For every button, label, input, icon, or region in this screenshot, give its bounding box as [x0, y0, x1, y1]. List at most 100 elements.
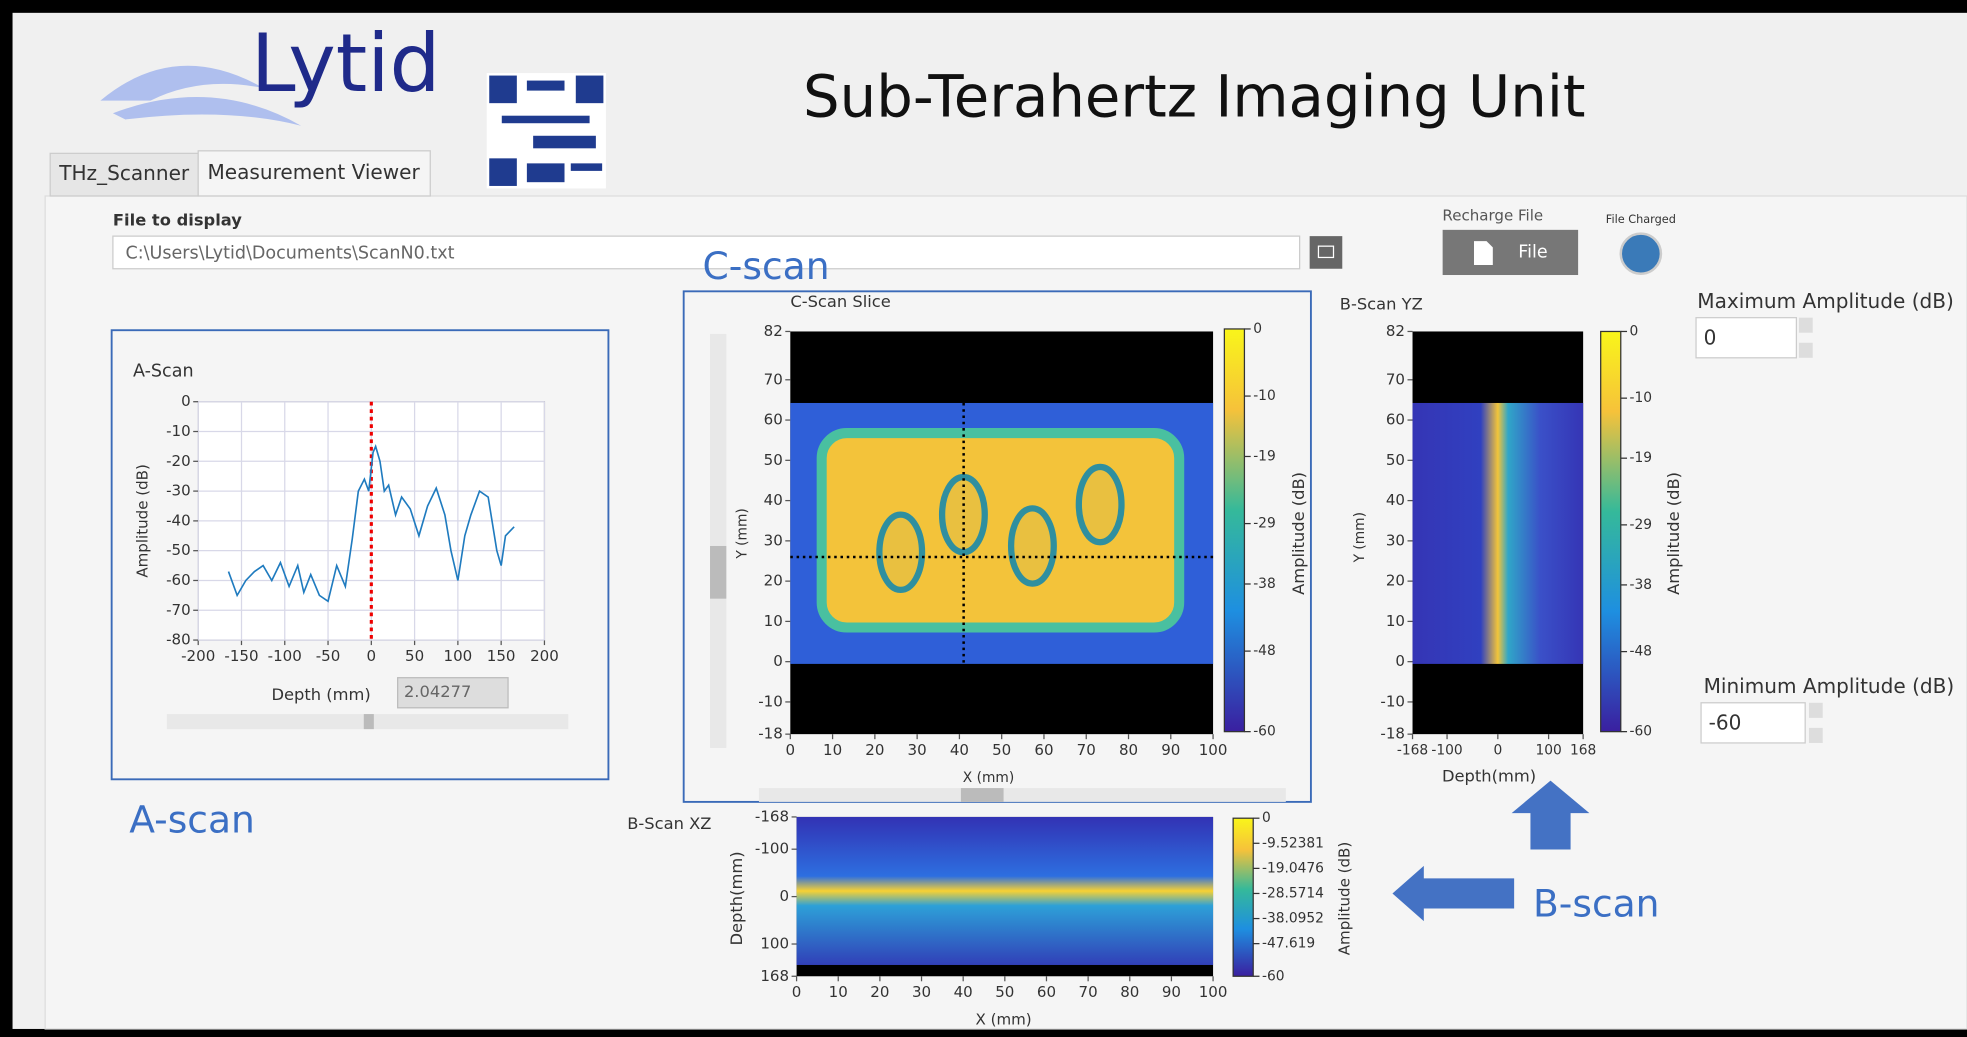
x-tick-label: 30	[908, 741, 927, 759]
colorbar-label: Amplitude (dB)	[1664, 472, 1683, 595]
y-tick-label: -40	[166, 511, 191, 529]
colorbar-tick-label: -19.0476	[1262, 860, 1324, 876]
x-tick-label: -100	[1431, 742, 1462, 758]
x-tick-label: -50	[316, 647, 341, 665]
colorbar-tick-label: -29	[1630, 517, 1653, 533]
colorbar-tick-label: -47.619	[1262, 936, 1315, 952]
qr-code	[487, 73, 606, 188]
y-tick-label: 0	[1395, 652, 1405, 670]
y-tick-label: 20	[764, 572, 783, 590]
colorbar-tick-label: 0	[1262, 810, 1271, 826]
min-amplitude-value[interactable]: -60	[1709, 711, 1742, 735]
y-tick-label: 10	[1386, 612, 1405, 630]
y-tick-label: 82	[1386, 322, 1405, 340]
x-tick-label: 90	[1162, 983, 1181, 1001]
x-tick-label: 90	[1161, 741, 1180, 759]
tab-label[interactable]: Measurement Viewer	[207, 160, 420, 184]
x-tick-label: 200	[530, 647, 559, 665]
x-axis-label: X (mm)	[963, 770, 1014, 786]
colorbar-tick-label: -60	[1253, 724, 1276, 740]
y-axis-label: Y (mm)	[1352, 512, 1368, 563]
x-axis-label: Depth(mm)	[1442, 766, 1536, 785]
x-tick-label: 0	[367, 647, 377, 665]
heatmap-feature	[879, 515, 922, 590]
browse-button[interactable]	[1310, 236, 1343, 269]
logo: Lytid	[251, 16, 441, 110]
chart-title: B-Scan XZ	[627, 814, 711, 833]
tab-label[interactable]: THz_Scanner	[58, 161, 190, 185]
colorbar-label: Amplitude (dB)	[1335, 842, 1353, 956]
y-tick-label: -50	[166, 541, 191, 559]
colorbar-tick-label: -19	[1253, 448, 1276, 464]
x-tick-label: 10	[823, 741, 842, 759]
recharge-button[interactable]	[1443, 230, 1578, 275]
y-tick-label: -20	[166, 452, 191, 470]
y-axis-label: Amplitude (dB)	[134, 464, 152, 578]
x-tick-label: 80	[1120, 983, 1139, 1001]
x-tick-label: 168	[1570, 742, 1596, 758]
x-tick-label: 0	[792, 983, 802, 1001]
x-tick-label: 80	[1119, 741, 1138, 759]
cursor-readout: 2.04277	[404, 682, 471, 701]
y-tick-label: 0	[773, 652, 783, 670]
spin-down[interactable]	[1799, 343, 1813, 358]
y-tick-label: 10	[764, 612, 783, 630]
spin-down[interactable]	[1809, 728, 1823, 743]
y-tick-label: -10	[1380, 692, 1405, 710]
spin-up[interactable]	[1799, 318, 1813, 333]
file-path: C:\Users\Lytid\Documents\ScanN0.txt	[125, 244, 454, 264]
min-amplitude-label: Minimum Amplitude (dB)	[1704, 674, 1955, 698]
x-tick-label: 100	[444, 647, 473, 665]
y-tick-label: 60	[764, 411, 783, 429]
colorbar-tick-label: -9.52381	[1262, 835, 1324, 851]
spin-up[interactable]	[1809, 703, 1823, 718]
y-tick-label: 40	[1386, 491, 1405, 509]
scrollbar[interactable]	[759, 788, 1286, 802]
scroll-thumb[interactable]	[710, 546, 726, 599]
scroll-thumb[interactable]	[364, 714, 374, 729]
y-tick-label: -10	[758, 692, 783, 710]
y-tick-label: -70	[166, 601, 191, 619]
scrollbar[interactable]	[710, 334, 726, 748]
colorbar-label: Amplitude (dB)	[1289, 472, 1308, 595]
colorbar-tick-label: -28.5714	[1262, 885, 1324, 901]
recharge-button-label[interactable]: File	[1518, 242, 1547, 262]
chart-title: A-Scan	[133, 362, 194, 382]
x-tick-label: 60	[1037, 983, 1056, 1001]
x-tick-label: 20	[865, 741, 884, 759]
colorbar	[1224, 329, 1244, 732]
scroll-thumb[interactable]	[961, 788, 1004, 802]
y-tick-label: 50	[764, 451, 783, 469]
app-title: Sub-Terahertz Imaging Unit	[803, 62, 1585, 130]
colorbar-tick-label: -10	[1253, 388, 1276, 404]
x-tick-label: -100	[268, 647, 302, 665]
max-amplitude-value[interactable]: 0	[1704, 325, 1717, 349]
x-tick-label: 50	[405, 647, 424, 665]
x-tick-label: 0	[786, 741, 796, 759]
colorbar-tick-label: -38.0952	[1262, 911, 1324, 927]
y-tick-label: 0	[181, 392, 191, 410]
screen: Lytid Sub-Terahertz Imaging Unit THz_Sca…	[0, 0, 1967, 1033]
colorbar-tick-label: -19	[1630, 450, 1653, 466]
colorbar-tick-label: -60	[1630, 724, 1653, 740]
y-tick-label: 70	[1386, 370, 1405, 388]
heatmap-feature	[1011, 508, 1054, 583]
x-tick-label: 100	[1199, 983, 1228, 1001]
y-tick-label: 30	[764, 531, 783, 549]
heatmap	[1413, 403, 1584, 664]
colorbar-tick-label: 0	[1253, 321, 1262, 337]
x-tick-label: -168	[1397, 742, 1428, 758]
y-tick-label: 168	[760, 967, 789, 985]
file-icon	[1474, 241, 1493, 265]
x-axis-label: X (mm)	[975, 1011, 1031, 1029]
x-tick-label: 50	[995, 983, 1014, 1001]
indicator-label: File Charged	[1606, 213, 1676, 226]
y-tick-label: -30	[166, 482, 191, 500]
y-tick-label: -18	[1380, 725, 1405, 743]
chart-title: B-Scan YZ	[1340, 295, 1423, 314]
colorbar-tick-label: -48	[1253, 643, 1276, 659]
annotation: A-scan	[129, 797, 255, 841]
annotation: C-scan	[703, 244, 830, 288]
x-tick-label: 10	[829, 983, 848, 1001]
colorbar-tick-label: 0	[1630, 323, 1639, 339]
